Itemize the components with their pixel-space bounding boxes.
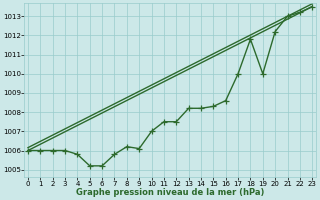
X-axis label: Graphe pression niveau de la mer (hPa): Graphe pression niveau de la mer (hPa) (76, 188, 264, 197)
